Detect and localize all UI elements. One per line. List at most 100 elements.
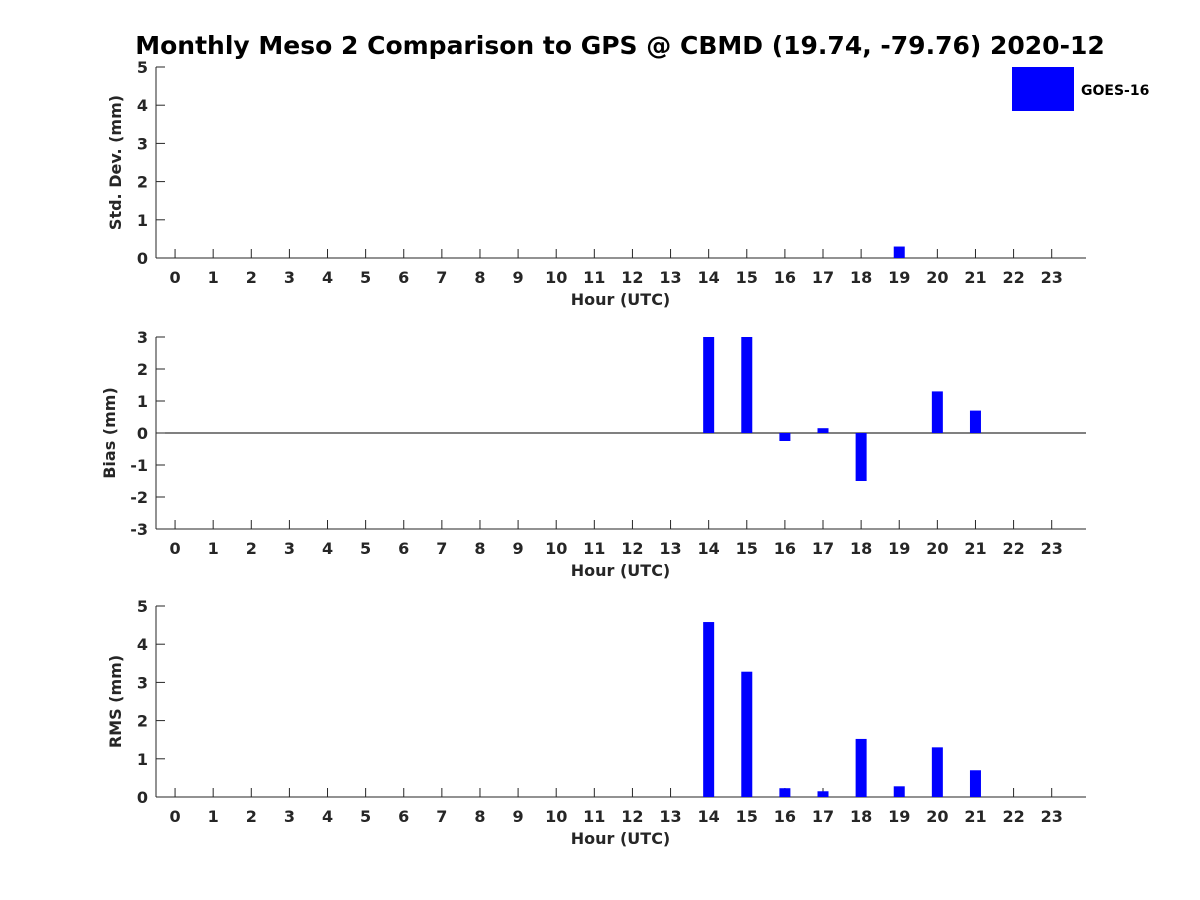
x-tick-label: 12 xyxy=(621,807,643,826)
y-tick-label: 1 xyxy=(137,392,148,411)
x-tick-label: 8 xyxy=(474,268,485,287)
bar-hour-14 xyxy=(703,337,715,433)
x-tick-label: 13 xyxy=(659,539,681,558)
x-tick-label: 6 xyxy=(398,539,409,558)
x-tick-label: 4 xyxy=(322,268,333,287)
y-tick-label: 3 xyxy=(137,328,148,347)
x-tick-label: 3 xyxy=(284,268,295,287)
x-tick-label: 5 xyxy=(360,807,371,826)
x-tick-label: 14 xyxy=(698,268,720,287)
bar-hour-19 xyxy=(893,246,905,258)
x-tick-label: 11 xyxy=(583,539,605,558)
y-tick-label: 4 xyxy=(137,635,148,654)
y-tick-label: 2 xyxy=(137,360,148,379)
y-axis-label: Bias (mm) xyxy=(100,387,119,479)
bar-hour-16 xyxy=(779,788,791,797)
y-tick-label: 0 xyxy=(137,249,148,268)
x-tick-label: 23 xyxy=(1041,807,1063,826)
bar-hour-20 xyxy=(931,747,943,797)
y-tick-label: 4 xyxy=(137,96,148,115)
x-axis-label: Hour (UTC) xyxy=(571,829,671,848)
x-tick-label: 7 xyxy=(436,807,447,826)
bar-hour-16 xyxy=(779,433,791,441)
x-tick-label: 12 xyxy=(621,268,643,287)
y-tick-label: 3 xyxy=(137,134,148,153)
x-tick-label: 17 xyxy=(812,539,834,558)
x-tick-label: 7 xyxy=(436,268,447,287)
x-tick-label: 8 xyxy=(474,807,485,826)
y-tick-label: -1 xyxy=(130,456,148,475)
bar-hour-15 xyxy=(741,337,753,433)
bar-hour-15 xyxy=(741,671,753,797)
x-tick-label: 21 xyxy=(964,268,986,287)
x-tick-label: 1 xyxy=(208,539,219,558)
x-axis-label: Hour (UTC) xyxy=(571,561,671,580)
x-tick-label: 2 xyxy=(246,539,257,558)
x-tick-label: 19 xyxy=(888,268,910,287)
x-tick-label: 17 xyxy=(812,268,834,287)
y-tick-label: 0 xyxy=(137,424,148,443)
y-tick-label: 0 xyxy=(137,788,148,807)
x-tick-label: 21 xyxy=(964,807,986,826)
x-tick-label: 19 xyxy=(888,539,910,558)
x-tick-label: 8 xyxy=(474,539,485,558)
bar-hour-18 xyxy=(855,433,867,481)
x-tick-label: 9 xyxy=(513,268,524,287)
x-tick-label: 4 xyxy=(322,539,333,558)
x-tick-label: 22 xyxy=(1002,807,1024,826)
x-tick-label: 15 xyxy=(736,807,758,826)
x-tick-label: 3 xyxy=(284,539,295,558)
x-tick-label: 20 xyxy=(926,539,948,558)
x-tick-label: 18 xyxy=(850,268,872,287)
x-tick-label: 12 xyxy=(621,539,643,558)
bar-hour-17 xyxy=(817,791,829,797)
y-tick-label: 1 xyxy=(137,211,148,230)
x-tick-label: 15 xyxy=(736,268,758,287)
x-tick-label: 13 xyxy=(659,268,681,287)
x-tick-label: 10 xyxy=(545,268,567,287)
legend-swatch xyxy=(1012,67,1074,111)
x-tick-label: 22 xyxy=(1002,268,1024,287)
x-tick-label: 16 xyxy=(774,807,796,826)
x-tick-label: 10 xyxy=(545,807,567,826)
x-tick-label: 5 xyxy=(360,268,371,287)
x-tick-label: 5 xyxy=(360,539,371,558)
y-tick-label: 5 xyxy=(137,58,148,77)
legend-label: GOES-16 xyxy=(1081,83,1149,99)
x-tick-label: 11 xyxy=(583,807,605,826)
y-tick-label: 1 xyxy=(137,750,148,769)
bar-hour-21 xyxy=(969,410,981,433)
x-tick-label: 15 xyxy=(736,539,758,558)
x-tick-label: 0 xyxy=(169,807,180,826)
x-tick-label: 9 xyxy=(513,539,524,558)
legend: GOES-16 xyxy=(1012,67,1149,111)
y-tick-label: -2 xyxy=(130,488,148,507)
x-tick-label: 23 xyxy=(1041,268,1063,287)
x-tick-label: 3 xyxy=(284,807,295,826)
bar-hour-14 xyxy=(703,622,715,797)
y-axis-label: RMS (mm) xyxy=(106,655,125,748)
x-tick-label: 0 xyxy=(169,268,180,287)
x-tick-label: 13 xyxy=(659,807,681,826)
x-tick-label: 22 xyxy=(1002,539,1024,558)
x-tick-label: 9 xyxy=(513,807,524,826)
bar-hour-18 xyxy=(855,738,867,797)
x-tick-label: 23 xyxy=(1041,539,1063,558)
x-tick-label: 19 xyxy=(888,807,910,826)
y-axis-label: Std. Dev. (mm) xyxy=(106,95,125,230)
x-tick-label: 14 xyxy=(698,539,720,558)
x-tick-label: 10 xyxy=(545,539,567,558)
x-tick-label: 7 xyxy=(436,539,447,558)
y-tick-label: -3 xyxy=(130,520,148,539)
x-axis-label: Hour (UTC) xyxy=(571,290,671,309)
x-tick-label: 21 xyxy=(964,539,986,558)
x-tick-label: 18 xyxy=(850,539,872,558)
bar-hour-19 xyxy=(893,786,905,797)
bar-hour-17 xyxy=(817,428,829,433)
x-tick-label: 11 xyxy=(583,268,605,287)
